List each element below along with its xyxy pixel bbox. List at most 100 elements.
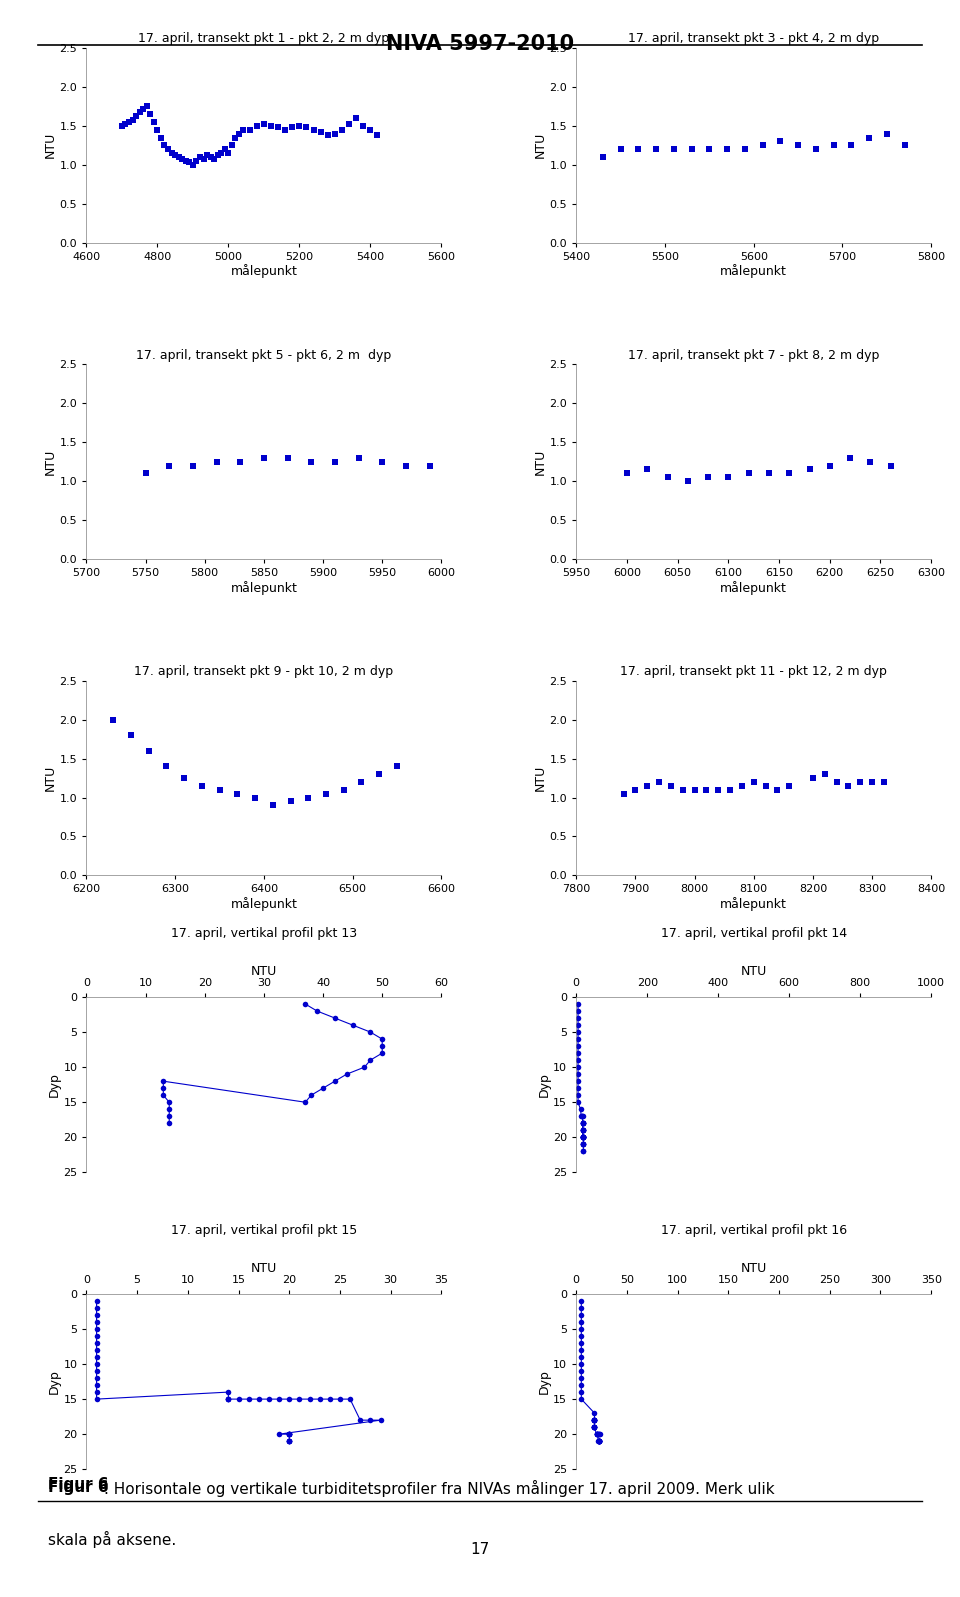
Point	[575, 1118, 590, 1143]
Point	[342, 112, 357, 137]
Point	[570, 1027, 586, 1052]
Text: skala på aksene.: skala på aksene.	[48, 1530, 177, 1547]
Point	[225, 133, 240, 158]
Point	[781, 773, 797, 798]
Point	[574, 1104, 589, 1129]
Point	[757, 773, 773, 798]
Point	[575, 1110, 590, 1135]
Point	[320, 123, 335, 149]
Point	[573, 1104, 588, 1129]
Point	[228, 125, 243, 150]
Point	[575, 1124, 590, 1150]
Point	[156, 133, 172, 158]
Title: 17. april, transekt pkt 1 - pkt 2, 2 m dyp: 17. april, transekt pkt 1 - pkt 2, 2 m d…	[138, 32, 390, 45]
Point	[588, 1421, 604, 1447]
Point	[167, 142, 182, 168]
Point	[573, 1097, 588, 1123]
Point	[252, 1386, 267, 1412]
Point	[588, 1421, 604, 1447]
Point	[156, 1068, 171, 1094]
Point	[281, 1428, 297, 1453]
Point	[160, 136, 176, 161]
Point	[576, 1132, 591, 1158]
Point	[363, 117, 378, 142]
Point	[292, 113, 307, 139]
Title: 17. april, vertikal profil pkt 14: 17. april, vertikal profil pkt 14	[660, 928, 847, 941]
Point	[587, 1407, 602, 1433]
Point	[206, 145, 222, 171]
Point	[570, 1075, 586, 1100]
X-axis label: målepunkt: målepunkt	[230, 581, 298, 594]
Point	[741, 460, 756, 485]
Point	[129, 104, 144, 129]
Point	[575, 1118, 590, 1143]
Point	[281, 1421, 297, 1447]
Point	[822, 454, 837, 479]
Point	[575, 1124, 590, 1150]
Text: . Horisontale og vertikale turbiditetsprofiler fra NIVAs målinger 17. april 2009: . Horisontale og vertikale turbiditetspr…	[105, 1480, 775, 1498]
Point	[576, 1124, 591, 1150]
Point	[570, 1019, 586, 1044]
Point	[576, 1132, 591, 1158]
Point	[592, 1421, 608, 1447]
Point	[576, 1132, 591, 1158]
Point	[663, 773, 679, 798]
Point	[345, 1012, 360, 1038]
Point	[123, 722, 138, 747]
Point	[301, 1386, 317, 1412]
Point	[595, 144, 611, 169]
Point	[374, 1040, 390, 1065]
Point	[574, 1330, 589, 1356]
Point	[156, 1075, 171, 1100]
Text: NIVA 5997-2010: NIVA 5997-2010	[386, 34, 574, 54]
Point	[828, 770, 844, 795]
Point	[628, 778, 643, 803]
Point	[146, 109, 161, 134]
Point	[89, 1345, 105, 1370]
Point	[214, 141, 229, 166]
Point	[203, 144, 218, 169]
Point	[574, 1295, 589, 1321]
Point	[575, 1110, 590, 1135]
Point	[327, 449, 343, 474]
Point	[648, 136, 663, 161]
Point	[652, 770, 667, 795]
Point	[164, 141, 180, 166]
Point	[719, 136, 734, 161]
Point	[588, 1421, 604, 1447]
Title: 17. april, transekt pkt 11 - pkt 12, 2 m dyp: 17. april, transekt pkt 11 - pkt 12, 2 m…	[620, 664, 887, 679]
Point	[883, 454, 899, 479]
Point	[141, 738, 156, 763]
Y-axis label: Dyp: Dyp	[47, 1369, 60, 1394]
X-axis label: målepunkt: målepunkt	[720, 581, 787, 594]
Point	[808, 136, 824, 161]
Point	[280, 446, 296, 471]
Point	[281, 1428, 297, 1453]
Point	[161, 1089, 177, 1115]
Point	[666, 136, 682, 161]
Point	[781, 460, 797, 485]
Point	[589, 1428, 605, 1453]
Point	[761, 460, 777, 485]
Point	[879, 121, 895, 147]
Point	[138, 460, 154, 485]
Point	[575, 1110, 590, 1135]
Point	[209, 449, 225, 474]
Point	[575, 1104, 590, 1129]
Point	[265, 792, 280, 818]
Point	[309, 998, 324, 1024]
Point	[114, 113, 130, 139]
Point	[292, 1386, 307, 1412]
Point	[185, 152, 201, 177]
Point	[277, 117, 293, 142]
Point	[576, 1139, 591, 1164]
Title: 17. april, transekt pkt 3 - pkt 4, 2 m dyp: 17. april, transekt pkt 3 - pkt 4, 2 m d…	[628, 32, 879, 45]
Point	[135, 96, 151, 121]
Point	[181, 150, 197, 176]
Y-axis label: NTU: NTU	[534, 133, 546, 158]
Point	[313, 120, 328, 145]
Point	[570, 992, 586, 1017]
Point	[755, 133, 770, 158]
Point	[139, 94, 155, 120]
Point	[590, 1421, 606, 1447]
